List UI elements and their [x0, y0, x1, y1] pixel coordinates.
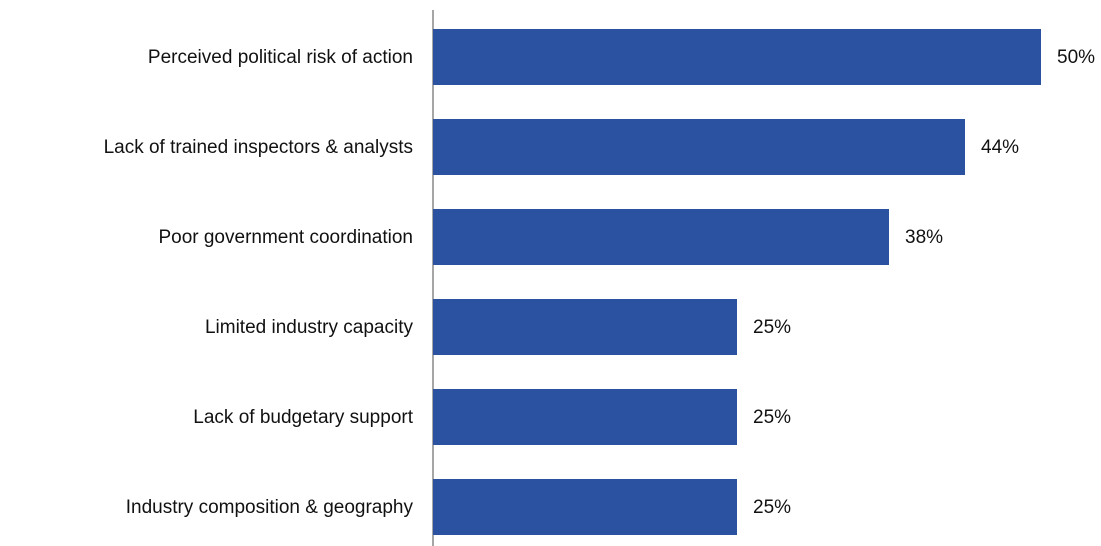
- bar: [433, 209, 889, 265]
- value-label: 44%: [981, 137, 1019, 158]
- category-label: Limited industry capacity: [205, 317, 414, 338]
- category-label: Lack of budgetary support: [193, 407, 413, 428]
- bar: [433, 389, 737, 445]
- value-label: 50%: [1057, 47, 1095, 68]
- category-label: Perceived political risk of action: [148, 47, 413, 68]
- category-label: Industry composition & geography: [126, 497, 414, 518]
- value-label: 25%: [753, 407, 791, 428]
- bar: [433, 29, 1041, 85]
- category-label: Poor government coordination: [158, 227, 413, 248]
- bar: [433, 119, 965, 175]
- bar: [433, 479, 737, 535]
- category-label: Lack of trained inspectors & analysts: [104, 137, 413, 158]
- value-label: 38%: [905, 227, 943, 248]
- value-label: 25%: [753, 317, 791, 338]
- bar: [433, 299, 737, 355]
- value-label: 25%: [753, 497, 791, 518]
